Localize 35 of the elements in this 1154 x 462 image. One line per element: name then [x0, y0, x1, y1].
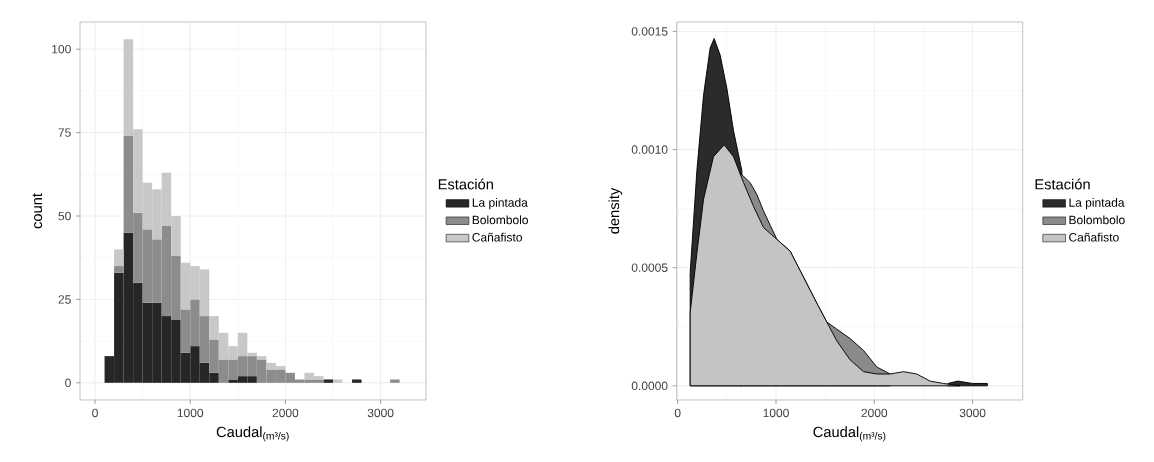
bar — [333, 379, 343, 383]
bar — [352, 379, 362, 383]
y-tick-label: 75 — [58, 128, 71, 137]
y-tick-label: 0.0015 — [631, 27, 668, 36]
legend-label: Cañafisto — [1069, 232, 1119, 242]
y-tick-label: 100 — [52, 44, 71, 54]
legend-label: Cañafisto — [472, 232, 522, 242]
bar — [114, 266, 124, 273]
x-axis-title: Caudal$_{(m³/s)}$ — [216, 426, 289, 442]
y-tick-label: 50 — [58, 211, 71, 221]
bar — [114, 249, 124, 267]
x-tick-label: 1000 — [763, 408, 789, 418]
x-tick-label: 0 — [92, 408, 98, 418]
y-tick-label: 0.0010 — [631, 145, 668, 154]
y-tick-label: 0 — [65, 378, 71, 388]
y-axis-title: density — [608, 187, 623, 234]
y-tick-label: 0.0005 — [631, 263, 668, 272]
y-tick-label: 0.0000 — [631, 381, 668, 391]
y-tick-label: 25 — [58, 295, 71, 304]
x-tick-label: 3000 — [959, 408, 986, 418]
legend-title: Estación — [1035, 178, 1090, 190]
legend-label: La pintada — [472, 198, 528, 210]
legend-label: Bolombolo — [1069, 215, 1125, 225]
x-tick-label: 0 — [674, 408, 681, 418]
x-tick-label: 3000 — [367, 408, 394, 418]
y-axis-title: count — [32, 193, 43, 229]
x-tick-label: 2000 — [861, 408, 888, 418]
bar — [390, 379, 400, 383]
legend-label: La pintada — [1069, 198, 1125, 210]
legend-title: Estación — [438, 178, 493, 190]
x-tick-label: 2000 — [272, 408, 299, 418]
x-axis-title: Caudal$_{(m³/s)}$ — [813, 426, 886, 442]
x-tick-label: 1000 — [177, 408, 204, 418]
legend-label: Bolombolo — [472, 215, 528, 225]
bar — [323, 379, 334, 383]
